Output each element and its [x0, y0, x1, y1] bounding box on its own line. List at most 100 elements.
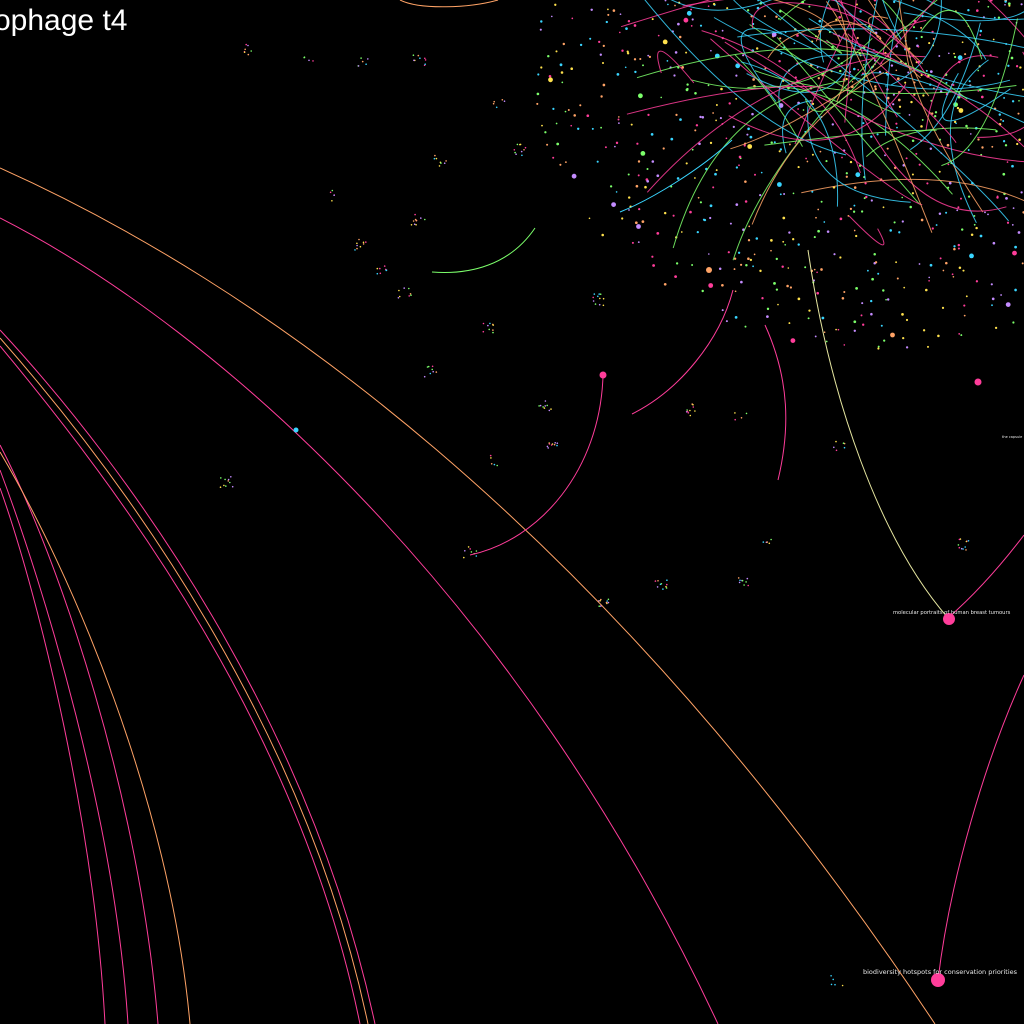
paper-node — [963, 314, 966, 317]
paper-node — [588, 217, 591, 220]
paper-node — [816, 66, 819, 69]
paper-node — [786, 284, 789, 288]
paper-node — [721, 283, 724, 287]
paper-node — [413, 223, 416, 225]
paper-node — [845, 175, 848, 178]
paper-node — [826, 230, 830, 233]
paper-node — [607, 601, 610, 604]
paper-node — [554, 3, 557, 6]
paper-node — [698, 142, 701, 146]
paper-node — [725, 137, 728, 140]
paper-node — [554, 442, 556, 444]
paper-node — [652, 264, 655, 267]
paper-node — [482, 322, 485, 325]
paper-node — [852, 210, 856, 213]
paper-node — [1020, 191, 1023, 194]
paper-node — [556, 444, 558, 447]
paper-node — [638, 93, 643, 99]
paper-node — [589, 37, 592, 40]
paper-node — [678, 35, 682, 39]
citation-edge — [838, 0, 885, 46]
paper-node — [957, 544, 960, 546]
paper-node — [329, 191, 332, 194]
paper-node — [962, 548, 964, 550]
paper-node — [747, 257, 750, 260]
paper-node — [922, 329, 926, 332]
paper-node — [901, 313, 904, 316]
paper-node — [599, 293, 602, 296]
citation-edge — [868, 15, 921, 79]
paper-node — [691, 148, 694, 151]
paper-node — [751, 112, 754, 116]
paper-node — [602, 304, 605, 307]
paper-node — [552, 107, 555, 110]
paper-node — [691, 18, 694, 21]
paper-node — [845, 172, 848, 175]
paper-node — [805, 157, 807, 160]
paper-node — [683, 17, 689, 23]
paper-node — [747, 239, 751, 242]
paper-node — [634, 70, 637, 74]
paper-node — [982, 74, 985, 77]
paper-node-cyan[interactable] — [293, 427, 299, 433]
paper-node — [965, 124, 968, 128]
paper-node — [843, 290, 846, 294]
paper-node — [1015, 65, 1019, 68]
paper-node — [938, 212, 942, 215]
paper-node-biodiversity-hotspots[interactable] — [931, 973, 945, 987]
paper-node — [823, 331, 826, 334]
paper-node — [929, 70, 933, 73]
paper-node — [600, 605, 602, 607]
paper-node — [907, 71, 910, 74]
paper-node — [429, 372, 432, 375]
paper-node — [564, 161, 567, 164]
paper-node — [714, 30, 717, 33]
paper-node — [839, 256, 842, 259]
paper-node — [354, 249, 356, 251]
paper-node — [890, 332, 895, 338]
paper-node — [385, 269, 388, 272]
paper-node — [1011, 224, 1014, 226]
paper-node — [362, 241, 365, 244]
paper-node — [1017, 112, 1020, 115]
citation-edge — [776, 37, 921, 205]
paper-node — [628, 209, 630, 211]
paper-node — [920, 35, 923, 39]
paper-node — [537, 73, 540, 76]
long-edge-orange-3 — [0, 451, 191, 1024]
paper-node — [992, 241, 996, 245]
paper-node — [398, 295, 401, 298]
paper-node — [647, 113, 650, 117]
paper-node — [1002, 120, 1005, 122]
paper-node — [627, 173, 630, 176]
paper-node — [787, 267, 790, 269]
paper-node — [861, 302, 864, 305]
paper-node — [646, 179, 650, 183]
paper-node-breast-tumours[interactable] — [943, 613, 955, 625]
paper-node — [850, 98, 853, 101]
paper-node — [1004, 3, 1006, 6]
paper-node — [831, 123, 834, 126]
paper-node-orange[interactable] — [706, 267, 712, 273]
paper-node-magenta-right[interactable] — [974, 378, 982, 386]
citation-edge — [732, 0, 938, 261]
paper-node — [674, 51, 678, 54]
paper-node — [687, 412, 690, 414]
paper-node — [646, 167, 649, 171]
paper-node — [1014, 288, 1017, 292]
paper-node — [615, 191, 618, 193]
paper-node — [546, 404, 548, 407]
paper-node — [855, 3, 858, 6]
paper-node — [515, 153, 517, 155]
paper-node — [492, 331, 494, 334]
paper-node — [969, 253, 974, 259]
paper-node-magenta-mid[interactable] — [599, 371, 607, 379]
paper-node — [415, 219, 418, 222]
citation-edge — [861, 0, 878, 180]
paper-node — [915, 37, 918, 40]
citation-edge — [898, 0, 930, 97]
paper-node — [721, 309, 724, 312]
paper-node — [1012, 321, 1015, 324]
paper-node — [930, 112, 934, 115]
